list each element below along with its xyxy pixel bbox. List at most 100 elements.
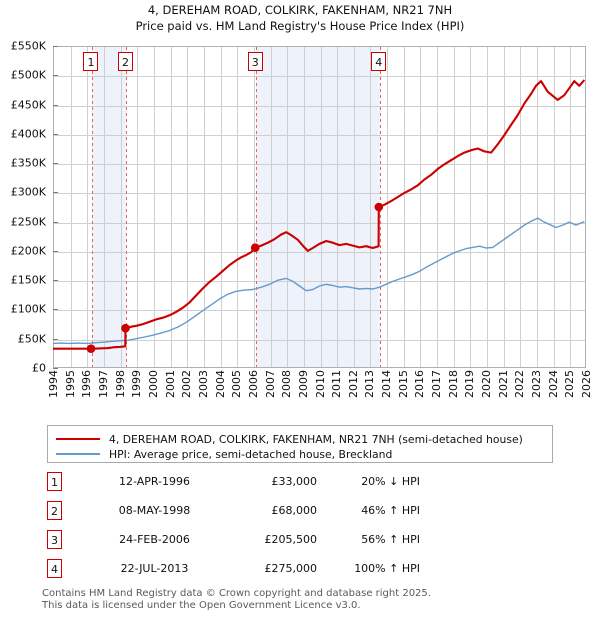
footer-attribution: Contains HM Land Registry data © Crown c… — [42, 588, 582, 611]
x-axis-tick-label: 1999 — [130, 370, 144, 398]
table-row[interactable]: 4 22-JUL-2013 £275,000 100% ↑ HPI — [47, 557, 447, 586]
row-date: 12-APR-1996 — [118, 475, 191, 488]
transactions-table: 1 12-APR-1996 £33,000 20% ↓ HPI 2 08-MAY-1998… — [47, 470, 447, 586]
vertical-gridline — [204, 47, 205, 367]
legend-swatch-line — [56, 438, 100, 440]
vertical-gridline — [271, 47, 272, 367]
x-axis-labels: 1994 1995 1996 1997 1998 1999 2000 2001 2002 2003… — [47, 370, 593, 416]
y-axis-tick-label: £500K — [10, 68, 46, 82]
vertical-gridline — [504, 47, 505, 367]
vertical-gridline — [454, 47, 455, 367]
chart-marker-box-3[interactable]: 3 — [247, 52, 263, 71]
x-axis-tick-label: 2008 — [280, 370, 294, 398]
row-marker-1[interactable]: 1 — [47, 472, 62, 491]
x-axis-tick-label: 2005 — [230, 370, 244, 398]
vertical-gridline — [321, 47, 322, 367]
vertical-gridline — [337, 47, 338, 367]
x-axis-tick-label: 2016 — [413, 370, 427, 398]
x-axis-tick-label: 2017 — [430, 370, 444, 398]
row-price: £33,000 — [271, 475, 318, 488]
x-axis-tick-label: 2006 — [246, 370, 260, 398]
y-axis-labels: £0 £50K £100K £150K £200K £250K £300K £350K £400… — [0, 40, 50, 375]
horizontal-gridline — [54, 135, 585, 136]
x-axis-tick-label: 2025 — [563, 370, 577, 398]
x-axis-tick-label: 2000 — [146, 370, 160, 398]
y-axis-tick-label: £300K — [10, 185, 46, 199]
page-title: 4, DEREHAM ROAD, COLKIRK, FAKENHAM, NR21… — [147, 3, 453, 17]
legend-swatch-line — [56, 453, 100, 455]
x-axis-tick-label: 2022 — [513, 370, 527, 398]
x-axis-tick-label: 2001 — [163, 370, 177, 398]
chart-marker-box-4[interactable]: 4 — [371, 52, 387, 71]
plot-frame — [53, 46, 586, 368]
vertical-gridline — [354, 47, 355, 367]
horizontal-gridline — [54, 193, 585, 194]
vertical-gridline — [420, 47, 421, 367]
x-axis-tick-label: 2026 — [580, 370, 593, 398]
y-axis-tick-label: £400K — [10, 127, 46, 141]
horizontal-gridline — [54, 223, 585, 224]
x-axis-tick-label: 1996 — [80, 370, 94, 398]
horizontal-gridline — [54, 340, 585, 341]
y-axis-tick — [53, 192, 58, 193]
vertical-gridline — [470, 47, 471, 367]
y-axis-tick — [53, 163, 58, 164]
table-row[interactable]: 3 24-FEB-2006 £205,500 56% ↑ HPI — [47, 528, 447, 557]
y-axis-tick-label: £250K — [10, 215, 46, 229]
x-axis-tick-label: 2023 — [530, 370, 544, 398]
legend-label: 4, DEREHAM ROAD, COLKIRK, FAKENHAM, NR21… — [109, 432, 523, 446]
row-marker-2[interactable]: 2 — [47, 501, 62, 520]
y-axis-tick — [53, 46, 58, 47]
event-line-4 — [379, 47, 381, 367]
x-axis-tick-label: 2020 — [480, 370, 494, 398]
vertical-gridline — [287, 47, 288, 367]
vertical-gridline — [387, 47, 388, 367]
x-axis-tick-label: 2010 — [313, 370, 327, 398]
table-row[interactable]: 1 12-APR-1996 £33,000 20% ↓ HPI — [47, 470, 447, 499]
vertical-gridline — [554, 47, 555, 367]
vertical-gridline — [254, 47, 255, 367]
vertical-gridline — [570, 47, 571, 367]
y-axis-tick — [53, 251, 58, 252]
x-axis-tick-label: 2024 — [546, 370, 560, 398]
row-marker-4[interactable]: 4 — [47, 559, 62, 578]
horizontal-gridline — [54, 252, 585, 253]
y-axis-tick-label: £200K — [10, 244, 46, 258]
x-axis-tick-label: 1994 — [47, 370, 60, 398]
y-axis-tick-label: £450K — [10, 98, 46, 112]
x-axis-tick-label: 2021 — [496, 370, 510, 398]
horizontal-gridline — [54, 76, 585, 77]
row-marker-3[interactable]: 3 — [47, 530, 62, 549]
chart-marker-box-2[interactable]: 2 — [117, 52, 133, 71]
row-hpi-delta: 100% ↑ HPI — [354, 562, 420, 575]
y-axis-tick — [53, 339, 58, 340]
vertical-gridline — [370, 47, 371, 367]
ownership-band-2 — [256, 47, 380, 367]
y-axis-tick — [53, 368, 58, 369]
footer-line-2: This data is licensed under the Open Gov… — [42, 599, 361, 611]
y-axis-tick-label: £100K — [10, 302, 46, 316]
x-axis-tick-label: 2018 — [446, 370, 460, 398]
event-line-1 — [91, 47, 93, 367]
x-axis-tick-label: 2012 — [346, 370, 360, 398]
x-axis-tick-label: 2007 — [263, 370, 277, 398]
x-axis-tick-label: 1998 — [113, 370, 127, 398]
y-axis-tick-label: £50K — [17, 332, 46, 346]
page-subtitle: Price paid vs. HM Land Registry's House … — [135, 19, 465, 33]
x-axis-tick-label: 1997 — [96, 370, 110, 398]
x-axis-tick-label: 2004 — [213, 370, 227, 398]
vertical-gridline — [154, 47, 155, 367]
row-hpi-delta: 46% ↑ HPI — [361, 504, 420, 517]
legend-item-1: 4, DEREHAM ROAD, COLKIRK, FAKENHAM, NR21… — [56, 431, 523, 447]
table-row[interactable]: 2 08-MAY-1998 £68,000 46% ↑ HPI — [47, 499, 447, 528]
y-axis-tick — [53, 105, 58, 106]
vertical-gridline — [404, 47, 405, 367]
vertical-gridline — [304, 47, 305, 367]
chart-marker-box-1[interactable]: 1 — [83, 52, 99, 71]
vertical-gridline — [221, 47, 222, 367]
y-axis-tick — [53, 75, 58, 76]
y-axis-tick-label: £550K — [10, 39, 46, 53]
vertical-gridline — [121, 47, 122, 367]
row-date: 24-FEB-2006 — [119, 533, 190, 546]
